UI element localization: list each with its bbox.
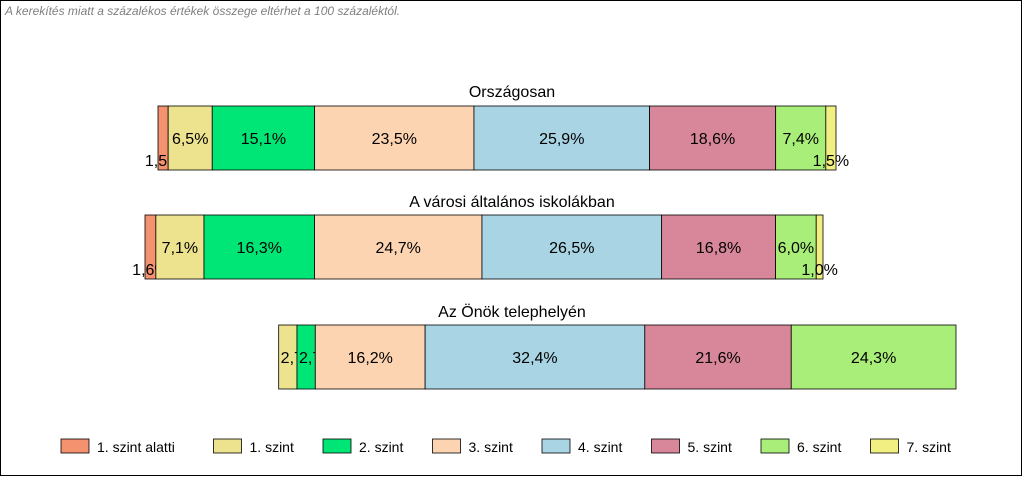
data-label-0-6: 7,4% [783, 131, 819, 148]
bar-segment-0-7 [825, 105, 837, 171]
data-label-1-4: 26,5% [549, 240, 594, 257]
legend-swatch-1 [213, 438, 242, 454]
category-title-1: A városi általános iskolákban [409, 194, 614, 211]
data-label-0-7: 1,5% [813, 153, 849, 170]
data-label-2-4: 32,4% [512, 350, 557, 367]
data-label-1-6: 6,0% [778, 240, 814, 257]
rounding-note: A kerekítés miatt a százalékos értékek ö… [5, 4, 401, 18]
data-label-1-5: 16,8% [696, 240, 741, 257]
bar-segment-1-4 [481, 214, 663, 280]
data-label-2-6: 24,3% [851, 350, 896, 367]
bar-segment-2-6 [790, 324, 957, 390]
bar-segment-0-4 [473, 105, 650, 171]
legend-swatch-6 [760, 438, 790, 454]
data-label-0-5: 18,6% [690, 131, 735, 148]
bar-segment-2-3 [314, 324, 426, 390]
bar-segment-1-7 [815, 214, 824, 280]
legend-swatch-3 [432, 438, 461, 454]
legend-label-2: 2. szint [359, 439, 403, 455]
bar-segment-0-6 [775, 105, 827, 171]
legend-swatch-7 [870, 438, 899, 454]
data-label-0-1: 6,5% [172, 131, 208, 148]
legend-swatch-4 [541, 438, 571, 454]
data-label-0-2: 15,1% [241, 131, 286, 148]
data-label-1-7: 1,0% [801, 262, 837, 279]
bar-segment-1-3 [314, 214, 483, 280]
data-label-0-3: 23,5% [372, 131, 417, 148]
bar-segment-1-6 [775, 214, 817, 280]
legend-label-0: 1. szint alatti [97, 439, 175, 455]
data-label-1-3: 24,7% [376, 240, 421, 257]
bar-segment-2-4 [424, 324, 646, 390]
legend-label-3: 3. szint [469, 439, 513, 455]
legend-label-5: 5. szint [688, 439, 732, 455]
legend-swatch-5 [651, 438, 680, 454]
data-label-0-4: 25,9% [539, 131, 584, 148]
bar-segment-0-5 [649, 105, 777, 171]
legend-label-6: 6. szint [797, 439, 841, 455]
legend-label-7: 7. szint [907, 439, 951, 455]
legend-swatch-2 [322, 438, 352, 454]
bar-segment-1-5 [661, 214, 776, 280]
legend-swatch-0 [60, 438, 90, 454]
legend-label-4: 4. szint [578, 439, 622, 455]
data-label-1-1: 7,1% [162, 240, 198, 257]
category-title-2: Az Önök telephelyén [438, 303, 586, 321]
data-label-2-3: 16,2% [348, 350, 393, 367]
bar-segment-1-2 [203, 214, 315, 280]
bar-segment-0-1 [167, 105, 213, 171]
legend-label-1: 1. szint [250, 439, 294, 455]
bar-segment-0-3 [314, 105, 475, 171]
data-label-2-5: 21,6% [695, 350, 740, 367]
category-title-0: Országosan [469, 84, 555, 101]
data-label-1-2: 16,3% [237, 240, 282, 257]
